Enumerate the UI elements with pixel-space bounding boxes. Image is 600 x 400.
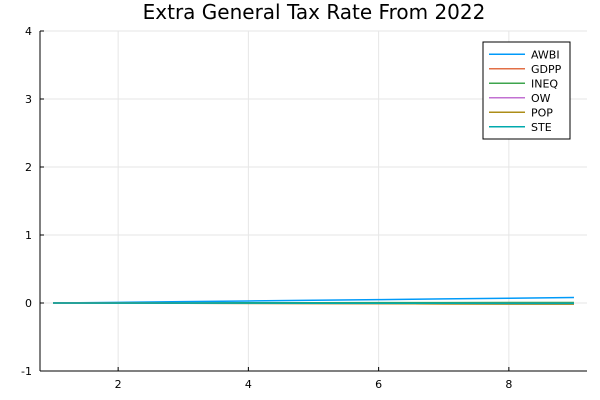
y-tick-label: 0 <box>25 297 32 310</box>
legend-box <box>482 41 571 140</box>
y-tick-label: 4 <box>25 25 32 38</box>
y-tick-label: 2 <box>25 161 32 174</box>
series-layer <box>53 296 574 305</box>
legend-label-ineq: INEQ <box>531 77 558 90</box>
x-tick-label: 2 <box>115 378 122 391</box>
y-tick-label: 1 <box>25 229 32 242</box>
axes-layer: 2 4 6 8 -1 0 1 2 3 4 <box>21 25 587 391</box>
legend-label-ste: STE <box>531 121 552 134</box>
x-tick-label: 6 <box>375 378 382 391</box>
chart-title: Extra General Tax Rate From 2022 <box>143 0 486 24</box>
legend-label-awbi: AWBI <box>531 48 560 61</box>
y-tick-label: -1 <box>21 365 32 378</box>
legend-label-gdpp: GDPP <box>531 63 562 76</box>
series-line-awbi <box>53 296 574 304</box>
y-tick-label: 3 <box>25 93 32 106</box>
x-tick-label: 8 <box>505 378 512 391</box>
legend-label-ow: OW <box>531 92 551 105</box>
legend-label-pop: POP <box>531 106 553 119</box>
x-tick-label: 4 <box>245 378 252 391</box>
